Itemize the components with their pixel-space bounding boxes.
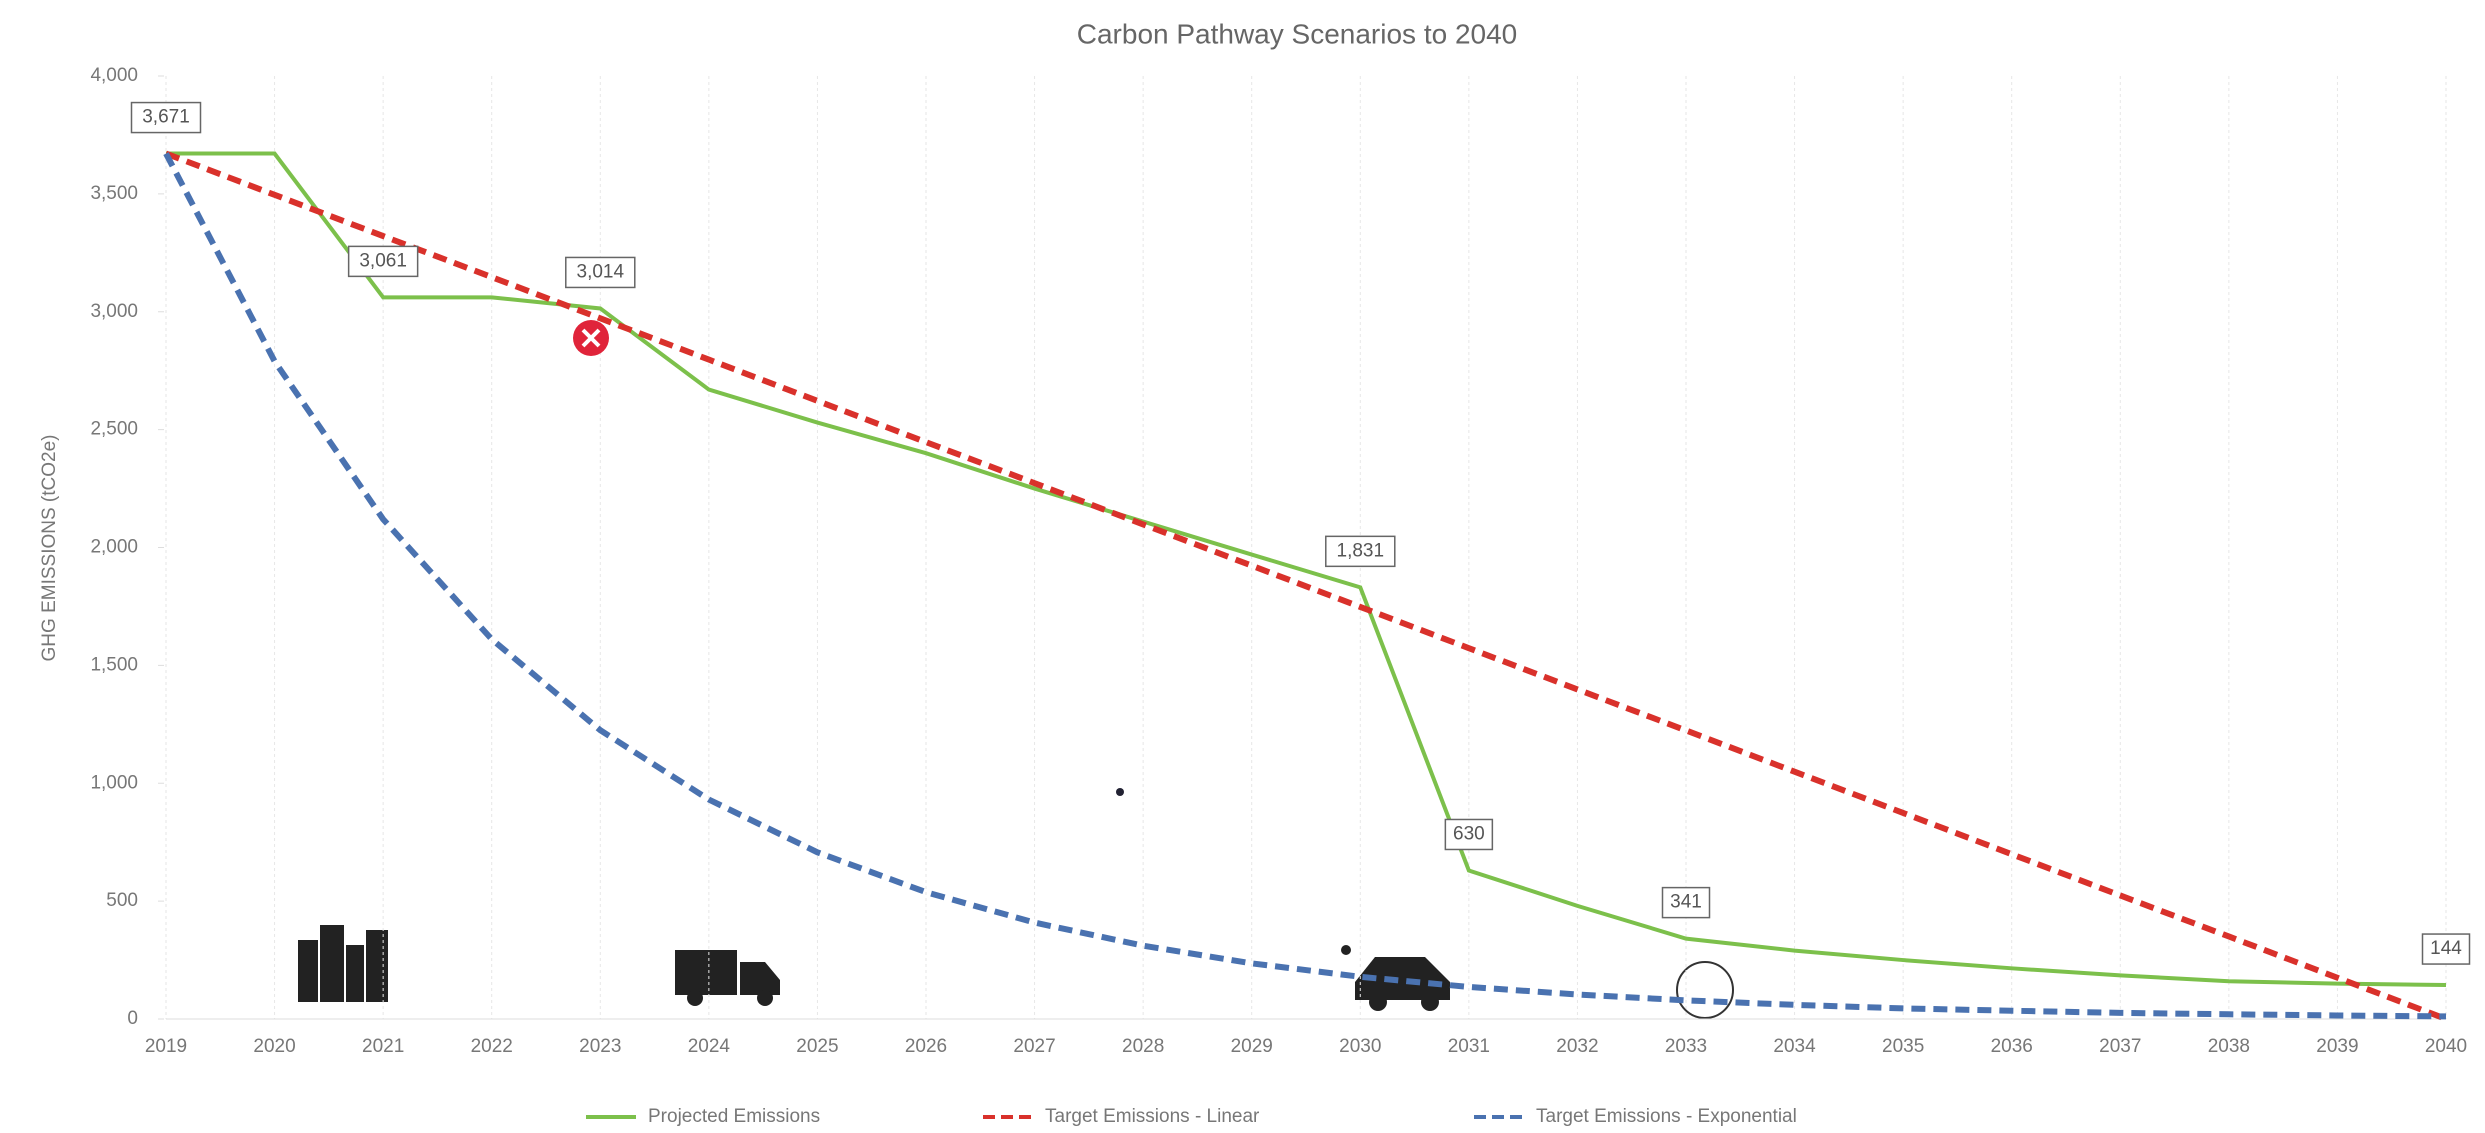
x-tick-label: 2028: [1122, 1036, 1164, 1057]
dot: [1116, 788, 1124, 796]
icon-wheel: [687, 990, 703, 1006]
data-label-box: [130, 101, 202, 134]
x-tick-label: 2040: [2425, 1036, 2467, 1057]
data-label: 3,014: [577, 261, 625, 282]
red-x-marker: [573, 320, 609, 356]
x-tick-label: 2024: [688, 1036, 731, 1057]
icon-building: [320, 925, 344, 1002]
chart-title: Carbon Pathway Scenarios to 2040: [1077, 18, 1518, 49]
legend-label: Target Emissions - Linear: [1045, 1106, 1260, 1127]
data-label: 3,061: [359, 250, 407, 271]
x-tick-label: 2031: [1448, 1036, 1490, 1057]
legend-label: Projected Emissions: [648, 1106, 820, 1127]
icon-truck: [675, 950, 737, 995]
icon-building: [366, 930, 388, 1002]
x-tick-label: 2025: [796, 1036, 838, 1057]
icons: [298, 788, 1734, 1019]
icon-wheel: [757, 990, 773, 1006]
y-axis-label: GHG EMISSIONS (tCO2e): [39, 435, 60, 662]
x-tick-label: 2034: [1773, 1036, 1816, 1057]
x-tick-label: 2020: [253, 1036, 295, 1057]
x-tick-label: 2037: [2099, 1036, 2141, 1057]
icon-truck-cab: [740, 962, 780, 995]
icon-bike: [1676, 961, 1734, 1019]
icon-car: [1355, 957, 1450, 1000]
series-line: [164, 150, 2448, 1022]
x-tick-label: 2029: [1231, 1036, 1273, 1057]
data-label-box: [1661, 886, 1711, 919]
series-line: [166, 151, 2447, 988]
x-tick-label: 2019: [145, 1036, 187, 1057]
y-tick-label: 1,000: [90, 772, 138, 793]
icon-wheel: [1369, 993, 1387, 1011]
data-label: 630: [1453, 823, 1485, 844]
data-label-box: [2421, 933, 2471, 965]
x-tick-label: 2027: [1013, 1036, 1055, 1057]
y-tick-label: 3,500: [90, 183, 138, 204]
x-tick-label: 2021: [362, 1036, 404, 1057]
x-tick-label: 2023: [579, 1036, 621, 1057]
series-line: [163, 152, 2447, 1020]
x-tick-label: 2036: [1991, 1036, 2033, 1057]
data-label-box: [1325, 535, 1396, 568]
y-tick-label: 2,500: [90, 419, 138, 440]
data-label: 144: [2430, 938, 2462, 959]
legend-label: Target Emissions - Exponential: [1536, 1106, 1797, 1127]
x-tick-label: 2033: [1665, 1036, 1707, 1057]
icon-plug: [1341, 945, 1351, 955]
y-tick-label: 3,000: [90, 301, 138, 322]
y-tick-label: 500: [106, 890, 138, 911]
x-tick-label: 2039: [2316, 1036, 2358, 1057]
x-tick-label: 2038: [2208, 1036, 2250, 1057]
y-tick-label: 1,500: [90, 654, 138, 675]
data-label-box: [565, 256, 636, 289]
data-label-box: [1444, 818, 1494, 851]
icon-building: [346, 945, 364, 1002]
data-label: 341: [1670, 892, 1702, 913]
data-label-box: [347, 245, 419, 278]
y-tick-label: 2,000: [90, 537, 138, 558]
icon-building: [298, 940, 318, 1002]
x-tick-label: 2035: [1882, 1036, 1924, 1057]
x-tick-label: 2030: [1339, 1036, 1381, 1057]
y-tick-label: 4,000: [90, 65, 138, 86]
data-label: 3,671: [142, 107, 190, 128]
icon-wheel: [1421, 993, 1439, 1011]
x-tick-label: 2032: [1556, 1036, 1598, 1057]
y-tick-label: 0: [127, 1008, 138, 1029]
x-tick-label: 2022: [471, 1036, 513, 1057]
data-label: 1,831: [1337, 540, 1385, 561]
x-tick-label: 2026: [905, 1036, 947, 1057]
